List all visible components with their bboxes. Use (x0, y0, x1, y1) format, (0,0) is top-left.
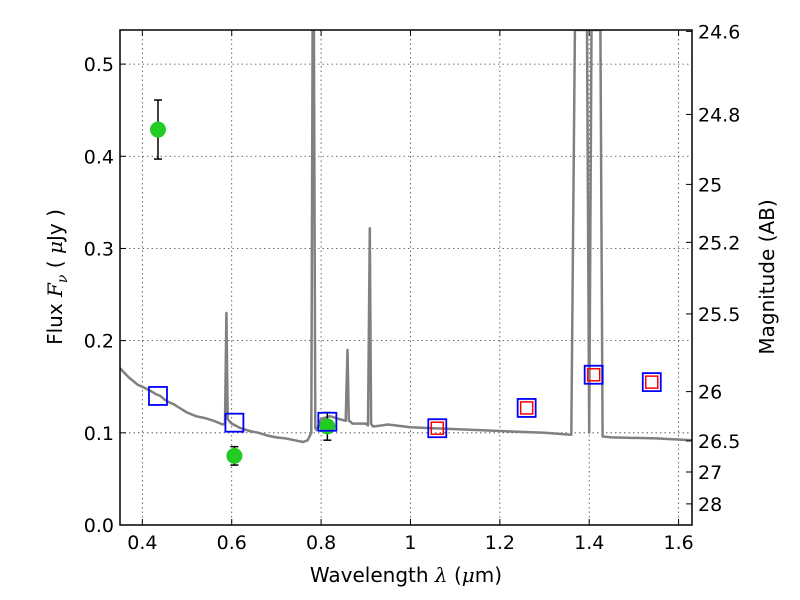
plot-area (120, 30, 692, 466)
y2-tick-label: 24.6 (698, 21, 740, 43)
y2-tick-label: 25 (698, 174, 722, 196)
y2-tick-label: 26 (698, 382, 722, 404)
model-square (427, 418, 448, 439)
x-tick-label: 1.2 (485, 532, 515, 554)
axis-ticks: 0.4 0.6 0.8 1 1.2 1.4 1.6 0.0 0.1 0.2 0.3 0.4 0.5 24.… (84, 21, 741, 554)
model-square-inner (645, 375, 659, 389)
y-axis-label: Flux Fν ( μJy ) (43, 209, 71, 345)
y-tick-label: 0.1 (84, 423, 114, 445)
y2-axis-label: Magnitude (AB) (755, 199, 779, 354)
x-axis-label: Wavelength λ (μm) (310, 563, 502, 587)
observed-point (226, 447, 243, 464)
y2-tick-label: 24.8 (698, 104, 740, 126)
x-tick-label: 0.4 (127, 532, 157, 554)
model-square (583, 364, 604, 385)
model-square-inner (519, 401, 534, 415)
y2-tick-label: 28 (698, 494, 722, 516)
y-tick-label: 0.5 (84, 54, 114, 76)
model-square (148, 386, 168, 406)
x-tick-label: 0.8 (306, 532, 336, 554)
y2-tick-label: 25.5 (698, 304, 740, 326)
grid-lines (120, 30, 692, 526)
y2-tick-label: 27 (698, 462, 722, 484)
spectrum-line (120, 30, 692, 444)
x-tick-label: 1.6 (663, 532, 693, 554)
model-square (641, 372, 662, 393)
x-tick-label: 1.4 (574, 532, 604, 554)
model-square (224, 412, 245, 433)
x-tick-label: 1 (404, 532, 416, 554)
x-tick-label: 0.6 (217, 532, 247, 554)
y-tick-label: 0.3 (84, 238, 114, 260)
axes-frame (119, 29, 693, 526)
y2-tick-label: 25.2 (698, 232, 740, 254)
y2-tick-label: 26.5 (698, 431, 740, 453)
y-tick-label: 0.0 (84, 515, 114, 537)
model-square-inner (586, 367, 601, 382)
y-tick-label: 0.4 (84, 146, 114, 168)
y-tick-label: 0.2 (84, 331, 114, 353)
model-square-inner (430, 421, 445, 435)
observed-point (149, 121, 166, 138)
model-square (516, 398, 537, 418)
model-square (317, 411, 338, 432)
